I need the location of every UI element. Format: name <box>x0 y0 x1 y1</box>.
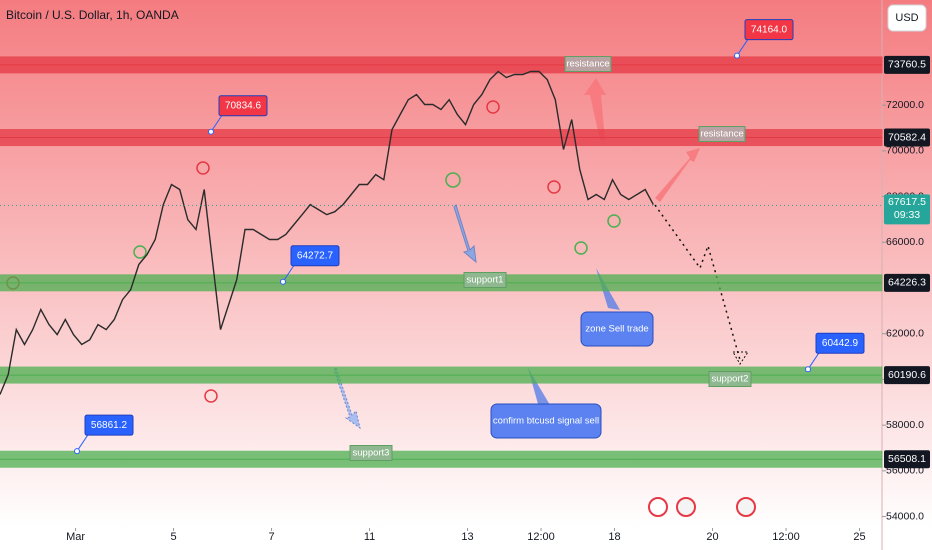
callout-pointer <box>76 432 90 452</box>
countdown: 09:33 <box>894 209 920 221</box>
callout-label: 64272.7 <box>297 250 334 261</box>
decorations: 74164.0 70834.6 64272.7 56861.2 60442.9 resis… <box>0 19 883 517</box>
note-text: resistance <box>566 59 609 70</box>
note-box <box>708 371 752 387</box>
marker <box>133 245 147 259</box>
callout-box <box>218 95 268 117</box>
event-icon[interactable] <box>648 497 668 517</box>
callout-pointer <box>210 113 224 133</box>
note-text: support1 <box>467 275 504 286</box>
marker <box>547 180 561 194</box>
callout-pointer <box>736 37 750 56</box>
price-label: 64226.3 <box>888 277 926 289</box>
x-tick-label: 13 <box>461 531 473 543</box>
x-tick-label: 18 <box>608 531 620 543</box>
arrow-down <box>453 204 477 264</box>
note-text: support3 <box>353 448 390 459</box>
marker <box>196 161 210 175</box>
marker <box>445 172 461 188</box>
callout-pointer <box>807 351 821 370</box>
callout-point <box>74 448 80 455</box>
x-tick-label: 25 <box>853 531 865 543</box>
callout-box <box>815 332 865 354</box>
callout-label: 74164.0 <box>751 24 788 35</box>
callout-label: 60442.9 <box>822 338 859 349</box>
price-label: 70582.4 <box>888 131 926 143</box>
marker <box>486 100 500 114</box>
price-line <box>0 70 654 395</box>
chart-title: Bitcoin / U.S. Dollar, 1h, OANDA <box>6 8 179 22</box>
callout-point <box>208 128 214 135</box>
callout-label: 70834.6 <box>225 100 262 111</box>
note-box <box>463 272 507 288</box>
y-tick-label: 72000.0 <box>886 99 924 111</box>
price-label: 73760.5 <box>888 59 926 71</box>
y-tick-label: 62000.0 <box>886 327 924 339</box>
note-box <box>580 311 654 347</box>
x-axis-area <box>0 528 932 550</box>
currency-label: USD <box>895 12 918 24</box>
note-box <box>490 403 602 439</box>
callout-point <box>280 278 286 285</box>
x-tick-label: 20 <box>706 531 718 543</box>
note-box <box>698 126 746 142</box>
projection-arrow <box>732 351 749 365</box>
x-tick-label: 7 <box>268 531 274 543</box>
y-tick-label: 58000.0 <box>886 419 924 431</box>
x-tick-label: Mar <box>66 531 85 543</box>
note-text: resistance <box>700 129 743 140</box>
callout-point <box>805 366 811 373</box>
callout-box <box>84 414 134 436</box>
marker <box>607 214 621 228</box>
price-label: 60190.6 <box>888 369 926 381</box>
note-text: confirm btcusd signal sell <box>493 416 599 427</box>
price-label-box <box>884 128 930 147</box>
arrow-up <box>655 148 700 202</box>
note-box <box>564 56 612 72</box>
marker <box>204 389 218 403</box>
x-tick-label: 11 <box>364 531 375 543</box>
note-box <box>349 445 393 461</box>
price-label: 56508.1 <box>888 453 926 465</box>
x-tick-label: 12:00 <box>772 531 800 543</box>
current-price: 67617.5 <box>888 196 926 208</box>
note-text: zone Sell trade <box>585 324 648 335</box>
price-label-box <box>884 273 930 292</box>
price-label-box <box>884 366 930 385</box>
event-icon[interactable] <box>736 497 756 517</box>
callout-pointer <box>282 263 296 283</box>
current-price-box <box>884 194 930 225</box>
background <box>0 0 932 528</box>
arrow-up <box>584 78 606 140</box>
callout-box <box>744 19 794 41</box>
callout-label: 56861.2 <box>91 420 128 431</box>
price-label-box <box>884 55 930 74</box>
event-icon[interactable] <box>676 497 696 517</box>
currency-button[interactable] <box>887 4 927 32</box>
price-label-box <box>884 450 930 469</box>
callout-point <box>734 52 740 59</box>
y-tick-label: 54000.0 <box>886 510 924 522</box>
marker <box>574 241 588 255</box>
callout-box <box>290 245 340 267</box>
note-text: support2 <box>712 374 749 385</box>
x-tick-label: 5 <box>170 531 176 543</box>
y-tick-label: 66000.0 <box>886 236 924 248</box>
x-tick-label: 12:00 <box>527 531 555 543</box>
y-tick-label: 70000.0 <box>886 145 924 157</box>
